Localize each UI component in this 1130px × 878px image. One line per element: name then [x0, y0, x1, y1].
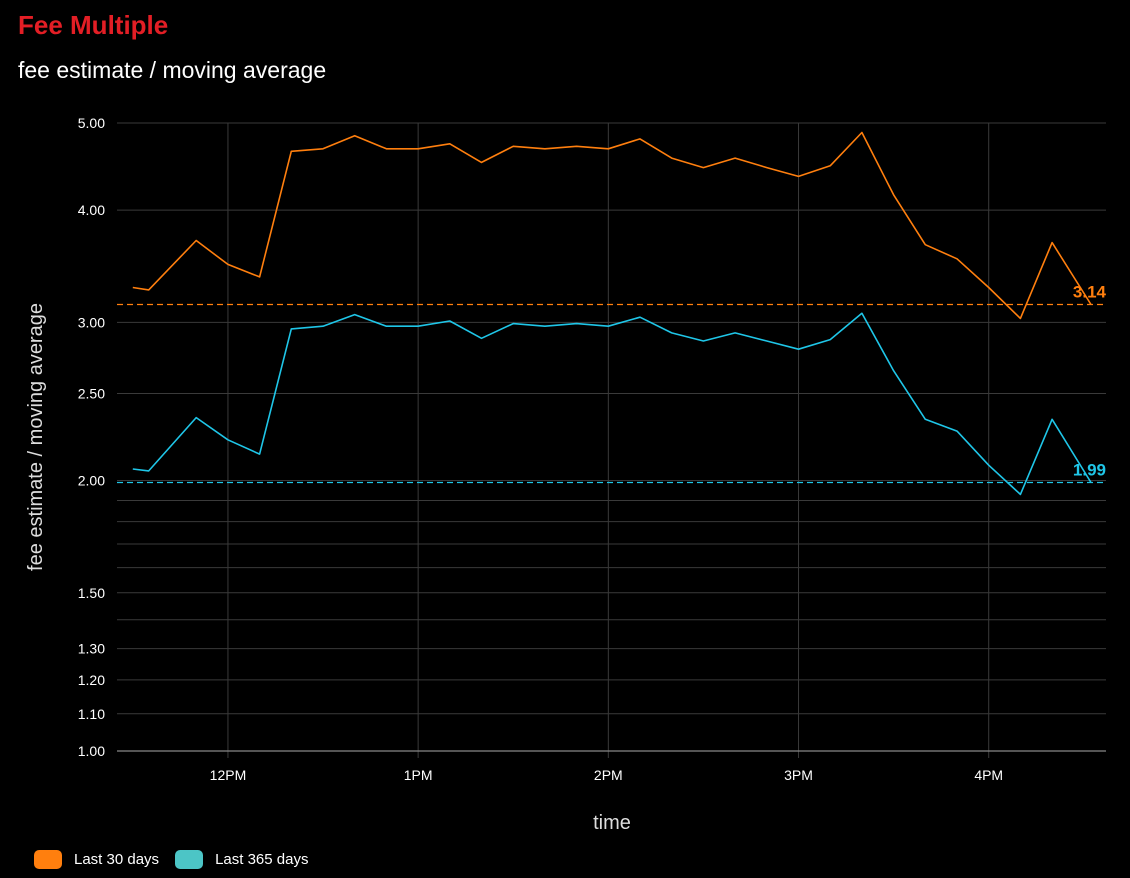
x-tick-label: 3PM	[784, 767, 813, 783]
series-line-last-30-days	[132, 131, 1092, 320]
series-line-last-365-days	[132, 312, 1092, 496]
y-tick-label: 2.00	[78, 473, 105, 489]
y-tick-label: 2.50	[78, 385, 105, 401]
chart-title: Fee Multiple	[18, 10, 169, 40]
legend-item-last-365-days[interactable]: Last 365 days	[175, 850, 308, 869]
chart-subtitle: fee estimate / moving average	[18, 57, 327, 83]
x-tick-label: 12PM	[210, 767, 247, 783]
y-tick-label: 5.00	[78, 115, 105, 131]
series-layer	[132, 131, 1092, 496]
x-axis-title: time	[593, 812, 631, 834]
legend-label-30-days: Last 30 days	[74, 851, 160, 868]
y-tick-label: 1.20	[78, 672, 105, 688]
reference-lines	[117, 303, 1106, 484]
end-value-label: 1.99	[1073, 460, 1106, 479]
y-tick-label: 1.10	[78, 706, 105, 722]
legend-label-365-days: Last 365 days	[215, 851, 309, 868]
legend-item-last-30-days[interactable]: Last 30 days	[34, 850, 159, 869]
x-tick-label: 1PM	[404, 767, 433, 783]
y-tick-label: 1.00	[78, 743, 105, 759]
fee-multiple-chart: 1.00 1.10 1.20 1.30 1.50 2.00 2.50 3.00 4.00 5.00…	[25, 115, 1107, 834]
x-axis-ticks: 12PM 1PM 2PM 3PM 4PM	[210, 767, 1003, 783]
x-tick-label: 4PM	[974, 767, 1003, 783]
grid-layer	[117, 122, 1106, 758]
y-tick-label: 1.50	[78, 585, 105, 601]
x-tick-label: 2PM	[594, 767, 623, 783]
y-tick-label: 3.00	[78, 314, 105, 330]
end-labels: 3.14 1.99	[1073, 283, 1107, 480]
y-axis-ticks: 1.00 1.10 1.20 1.30 1.50 2.00 2.50 3.00 4.00 5.00	[78, 115, 105, 759]
y-axis-title: fee estimate / moving average	[25, 303, 47, 571]
legend: Last 30 days Last 365 days	[34, 850, 308, 869]
y-tick-label: 1.30	[78, 641, 105, 657]
legend-swatch-365-days	[175, 850, 204, 869]
legend-swatch-30-days	[34, 850, 62, 869]
end-value-label: 3.14	[1073, 283, 1107, 302]
y-tick-label: 4.00	[78, 202, 105, 218]
